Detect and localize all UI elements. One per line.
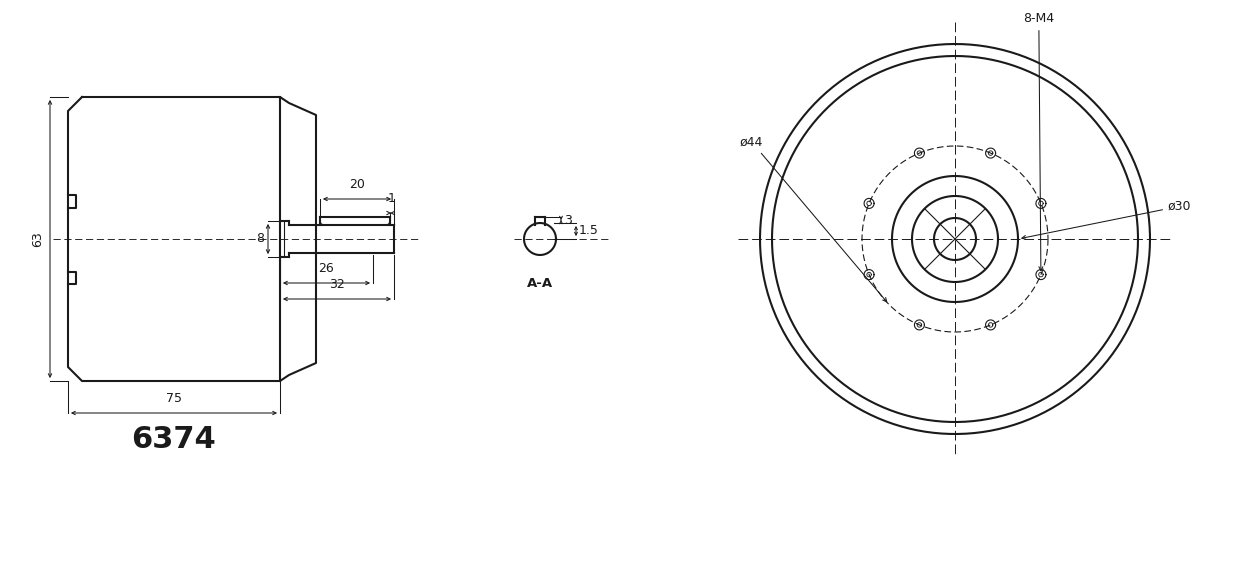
Text: 1: 1 xyxy=(388,192,397,205)
Text: 3: 3 xyxy=(564,214,572,226)
Text: 8-M4: 8-M4 xyxy=(1023,12,1054,270)
Text: 63: 63 xyxy=(31,231,44,247)
Text: 8: 8 xyxy=(256,233,264,245)
Text: 20: 20 xyxy=(349,178,365,191)
Text: 1.5: 1.5 xyxy=(579,225,599,237)
Text: A-A: A-A xyxy=(527,277,553,290)
Text: ø44: ø44 xyxy=(740,135,886,302)
Text: 32: 32 xyxy=(329,278,344,291)
Text: 75: 75 xyxy=(167,392,181,405)
Text: ø30: ø30 xyxy=(1022,200,1192,240)
Text: 26: 26 xyxy=(318,262,334,275)
Text: 6374: 6374 xyxy=(132,425,216,453)
